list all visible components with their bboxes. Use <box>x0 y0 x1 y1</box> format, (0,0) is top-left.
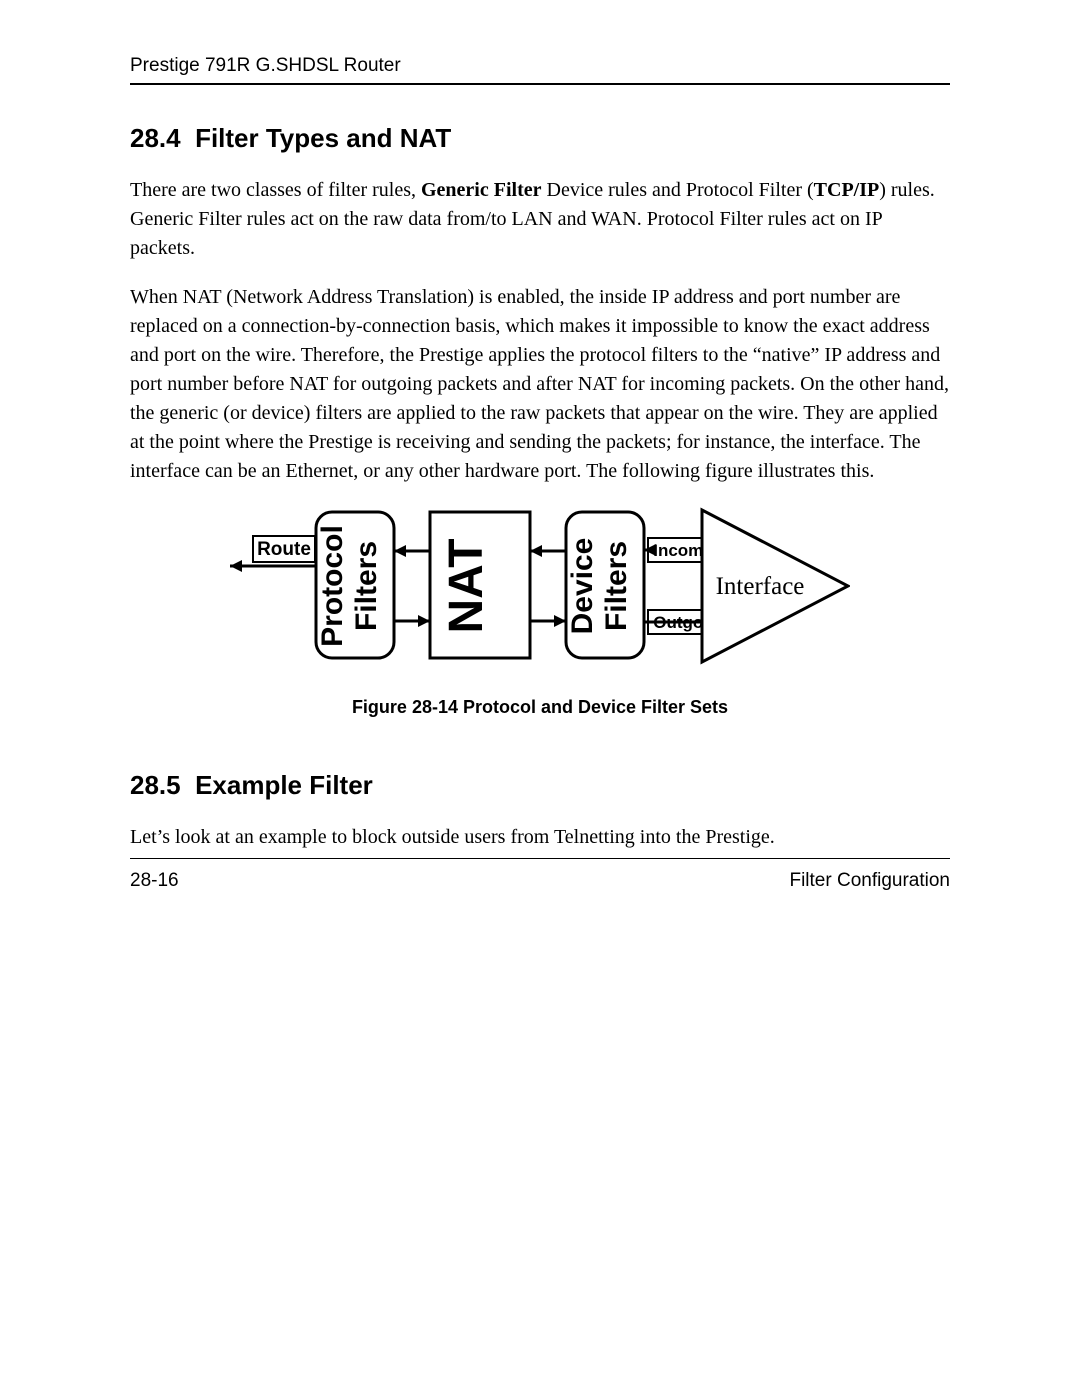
p1-b2: TCP/IP <box>814 179 880 201</box>
p1-b1: Generic Filter <box>421 179 542 201</box>
filter-nat-diagram: Route Protocol Filters NAT Devi <box>230 506 850 666</box>
nat-label: NAT <box>440 538 493 633</box>
route-label: Route <box>257 539 311 560</box>
nat-df-top-arrow <box>530 545 542 557</box>
p1-mid: Device rules and Protocol Filter ( <box>542 179 814 201</box>
pf-nat-top-arrow <box>394 545 406 557</box>
section1-para2: When NAT (Network Address Translation) i… <box>130 283 950 486</box>
filters-label-2: Filters <box>600 541 633 631</box>
footer-rule <box>130 858 950 859</box>
pf-nat-bot-arrow <box>418 615 430 627</box>
section1-para1: There are two classes of filter rules, G… <box>130 176 950 263</box>
interface-label: Interface <box>716 573 805 600</box>
section-number-2: 28.5 <box>130 770 181 800</box>
device-label: Device <box>566 538 599 635</box>
page: Prestige 791R G.SHDSL Router 28.4 Filter… <box>0 0 1080 1397</box>
section-number-1: 28.4 <box>130 123 181 153</box>
footer-chapter: Filter Configuration <box>789 870 950 892</box>
figure-caption: Figure 28-14 Protocol and Device Filter … <box>130 697 950 718</box>
footer-page-number: 28-16 <box>130 870 179 892</box>
filters-label-1: Filters <box>350 541 383 631</box>
section2-para1: Let’s look at an example to block outsid… <box>130 823 950 852</box>
section-heading-2: 28.5 Example Filter <box>130 770 950 801</box>
section-heading-1: 28.4 Filter Types and NAT <box>130 123 950 154</box>
footer-row: 28-16 Filter Configuration <box>130 870 950 892</box>
figure-28-14: Route Protocol Filters NAT Devi <box>130 506 950 671</box>
route-arrowhead <box>230 560 242 572</box>
header-title: Prestige 791R G.SHDSL Router <box>130 55 401 76</box>
p1-pre: There are two classes of filter rules, <box>130 179 421 201</box>
section-title-1: Filter Types and NAT <box>195 123 451 153</box>
section-title-2: Example Filter <box>195 770 373 800</box>
nat-df-bot-arrow <box>554 615 566 627</box>
protocol-label: Protocol <box>316 525 349 647</box>
page-header: Prestige 791R G.SHDSL Router <box>130 55 950 85</box>
